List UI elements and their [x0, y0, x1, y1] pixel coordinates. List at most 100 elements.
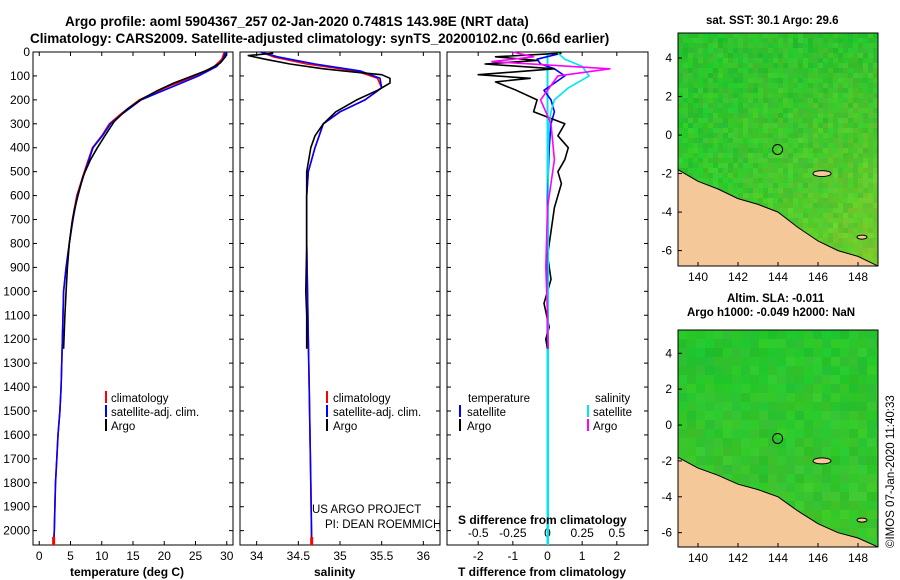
- map-cell: [753, 43, 758, 48]
- map-cell: [773, 53, 778, 58]
- map-cell: [833, 233, 838, 238]
- map-cell: [738, 153, 743, 158]
- map-cell: [863, 133, 868, 138]
- map-cell: [873, 128, 878, 133]
- map-cell: [868, 98, 873, 103]
- map-cell: [783, 108, 788, 113]
- map-cell: [738, 118, 743, 123]
- map-cell: [803, 148, 808, 153]
- land-new-guinea: [678, 169, 878, 266]
- map-cell: [753, 108, 758, 113]
- map-cell: [808, 143, 813, 148]
- map-cell: [708, 118, 713, 123]
- map-cell: [723, 188, 728, 193]
- map-cell: [868, 113, 873, 118]
- map-cell: [759, 411, 768, 420]
- map-cell: [733, 43, 738, 48]
- map-cell: [848, 138, 853, 143]
- map-cell: [773, 133, 778, 138]
- map-cell: [793, 58, 798, 63]
- map-cell: [813, 33, 818, 38]
- map-cell: [858, 173, 863, 178]
- map-cell: [698, 103, 703, 108]
- map-cell: [748, 148, 753, 153]
- island-manus: [812, 170, 832, 178]
- map-cell: [698, 138, 703, 143]
- map-cell: [828, 143, 833, 148]
- map-cell: [778, 33, 783, 38]
- map-cell: [733, 103, 738, 108]
- map-cell: [693, 48, 698, 53]
- map-cell: [733, 183, 738, 188]
- y-tick-label: 0: [665, 128, 672, 142]
- map-cell: [703, 128, 708, 133]
- map-cell: [873, 138, 878, 143]
- map-cell: [838, 48, 843, 53]
- map-cell: [813, 348, 822, 357]
- map-cell: [705, 465, 714, 474]
- map-cell: [728, 173, 733, 178]
- map-cell: [688, 53, 693, 58]
- map-cell: [688, 128, 693, 133]
- map-cell: [833, 33, 838, 38]
- map-cell: [798, 178, 803, 183]
- map-cell: [867, 402, 876, 411]
- map-cell: [693, 108, 698, 113]
- map-cell: [768, 173, 773, 178]
- map-cell: [795, 501, 804, 510]
- map-cell: [753, 158, 758, 163]
- x-tick-label: 35.5: [370, 549, 394, 563]
- map-cell: [759, 375, 768, 384]
- map-cell: [793, 108, 798, 113]
- map-cell: [738, 193, 743, 198]
- map-cell: [683, 143, 688, 148]
- map-cell: [795, 402, 804, 411]
- map-cell: [848, 48, 853, 53]
- legend-argo-label: Argo: [333, 421, 357, 433]
- map-cell: [768, 128, 773, 133]
- map-cell: [868, 188, 873, 193]
- map-cell: [768, 88, 773, 93]
- map-cell: [778, 128, 783, 133]
- map-cell: [728, 78, 733, 83]
- map-cell: [723, 83, 728, 88]
- map-cell: [804, 501, 813, 510]
- map-cell: [840, 375, 849, 384]
- map-cell: [803, 228, 808, 233]
- map-cell: [723, 366, 732, 375]
- map-cell: [867, 492, 876, 501]
- map-cell: [703, 33, 708, 38]
- map-cell: [808, 83, 813, 88]
- map-cell: [753, 168, 758, 173]
- map-cell: [833, 68, 838, 73]
- map-cell: [849, 384, 858, 393]
- map-cell: [753, 133, 758, 138]
- map-cell: [798, 73, 803, 78]
- map-cell: [873, 158, 878, 163]
- map-cell: [868, 203, 873, 208]
- map-cell: [713, 43, 718, 48]
- map-cell: [843, 203, 848, 208]
- map-cell: [698, 153, 703, 158]
- map-cell: [873, 198, 878, 203]
- map-cell: [750, 474, 759, 483]
- map-cell: [793, 188, 798, 193]
- map-cell: [750, 384, 759, 393]
- map-cell: [828, 208, 833, 213]
- map-cell: [858, 510, 867, 519]
- map-cell: [823, 58, 828, 63]
- map-cell: [838, 248, 843, 253]
- map-cell: [808, 58, 813, 63]
- map-cell: [733, 53, 738, 58]
- map-cell: [843, 53, 848, 58]
- map-cell: [848, 223, 853, 228]
- map-cell: [808, 158, 813, 163]
- map-cell: [838, 238, 843, 243]
- map-cell: [858, 429, 867, 438]
- map-cell: [840, 330, 849, 339]
- map-cell: [759, 393, 768, 402]
- map-cell: [738, 93, 743, 98]
- map-cell: [833, 148, 838, 153]
- map-cell: [863, 143, 868, 148]
